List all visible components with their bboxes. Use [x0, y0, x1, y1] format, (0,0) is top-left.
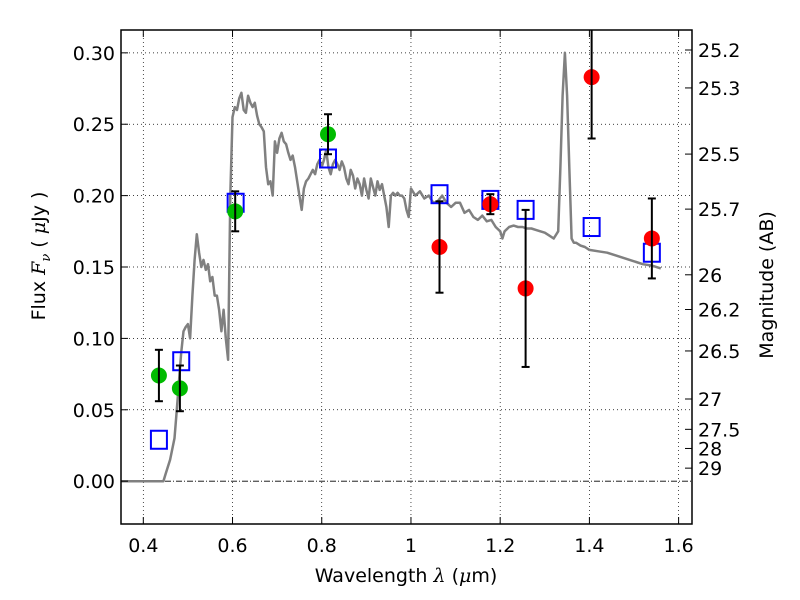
y-tick-labels: 0.00 0.05 0.10 0.15 0.20 0.25 0.30 [73, 43, 115, 493]
x-tick-labels: 0.4 0.6 0.8 1 1.2 1.4 1.6 [128, 535, 694, 557]
y2-axis-title: Magnitude (AB) [756, 211, 778, 359]
y-tick-label: 0.30 [73, 43, 115, 65]
model-photometry-square [582, 217, 601, 238]
x-tick-label: 0.6 [217, 535, 247, 557]
x-tick-label: 1 [405, 535, 417, 557]
y2-tick-label: 27.5 [698, 419, 740, 441]
axis-ticks [121, 30, 692, 524]
y-tick-label: 0.25 [73, 114, 115, 136]
error-bar [323, 113, 332, 156]
y2-tick-label: 26 [698, 265, 722, 287]
y-tick-label: 0.00 [73, 471, 115, 493]
y2-tick-label: 28 [698, 438, 722, 460]
y2-tick-label: 25.7 [698, 199, 740, 221]
y-tick-label: 0.15 [73, 257, 115, 279]
x-tick-label: 1.4 [574, 535, 604, 557]
y2-tick-label: 25.5 [698, 144, 740, 166]
x-axis-title: Wavelength λ (μm) [315, 565, 498, 587]
y2-tick-label: 26.2 [698, 300, 740, 322]
y-tick-label: 0.10 [73, 328, 115, 350]
model-photometry-square [172, 351, 191, 372]
model-photometry-square [149, 429, 168, 450]
x-tick-label: 0.8 [307, 535, 337, 557]
y-tick-label: 0.20 [73, 186, 115, 208]
error-bar [647, 197, 656, 280]
error-bar [435, 200, 444, 294]
error-bar [231, 190, 240, 233]
x-tick-label: 1.2 [485, 535, 515, 557]
x-tick-label: 0.4 [128, 535, 158, 557]
y-axis-title: Flux Fν ( μJy ) [28, 192, 54, 321]
error-bar [486, 193, 495, 216]
plot-area [121, 30, 662, 483]
error-bar [154, 348, 163, 403]
error-bar [175, 364, 184, 413]
y2-tick-label: 27 [698, 389, 722, 411]
y2-tick-label: 29 [698, 458, 722, 480]
y2-tick-label: 25.2 [698, 40, 740, 62]
y-tick-label: 0.05 [73, 400, 115, 422]
error-bar [521, 208, 530, 368]
spectrum-line [121, 51, 662, 483]
y2-tick-label: 25.3 [698, 78, 740, 100]
y2-tick-label: 26.5 [698, 341, 740, 363]
plot-frame [120, 29, 693, 525]
error-bar [587, 30, 596, 140]
x-tick-label: 1.6 [664, 535, 694, 557]
